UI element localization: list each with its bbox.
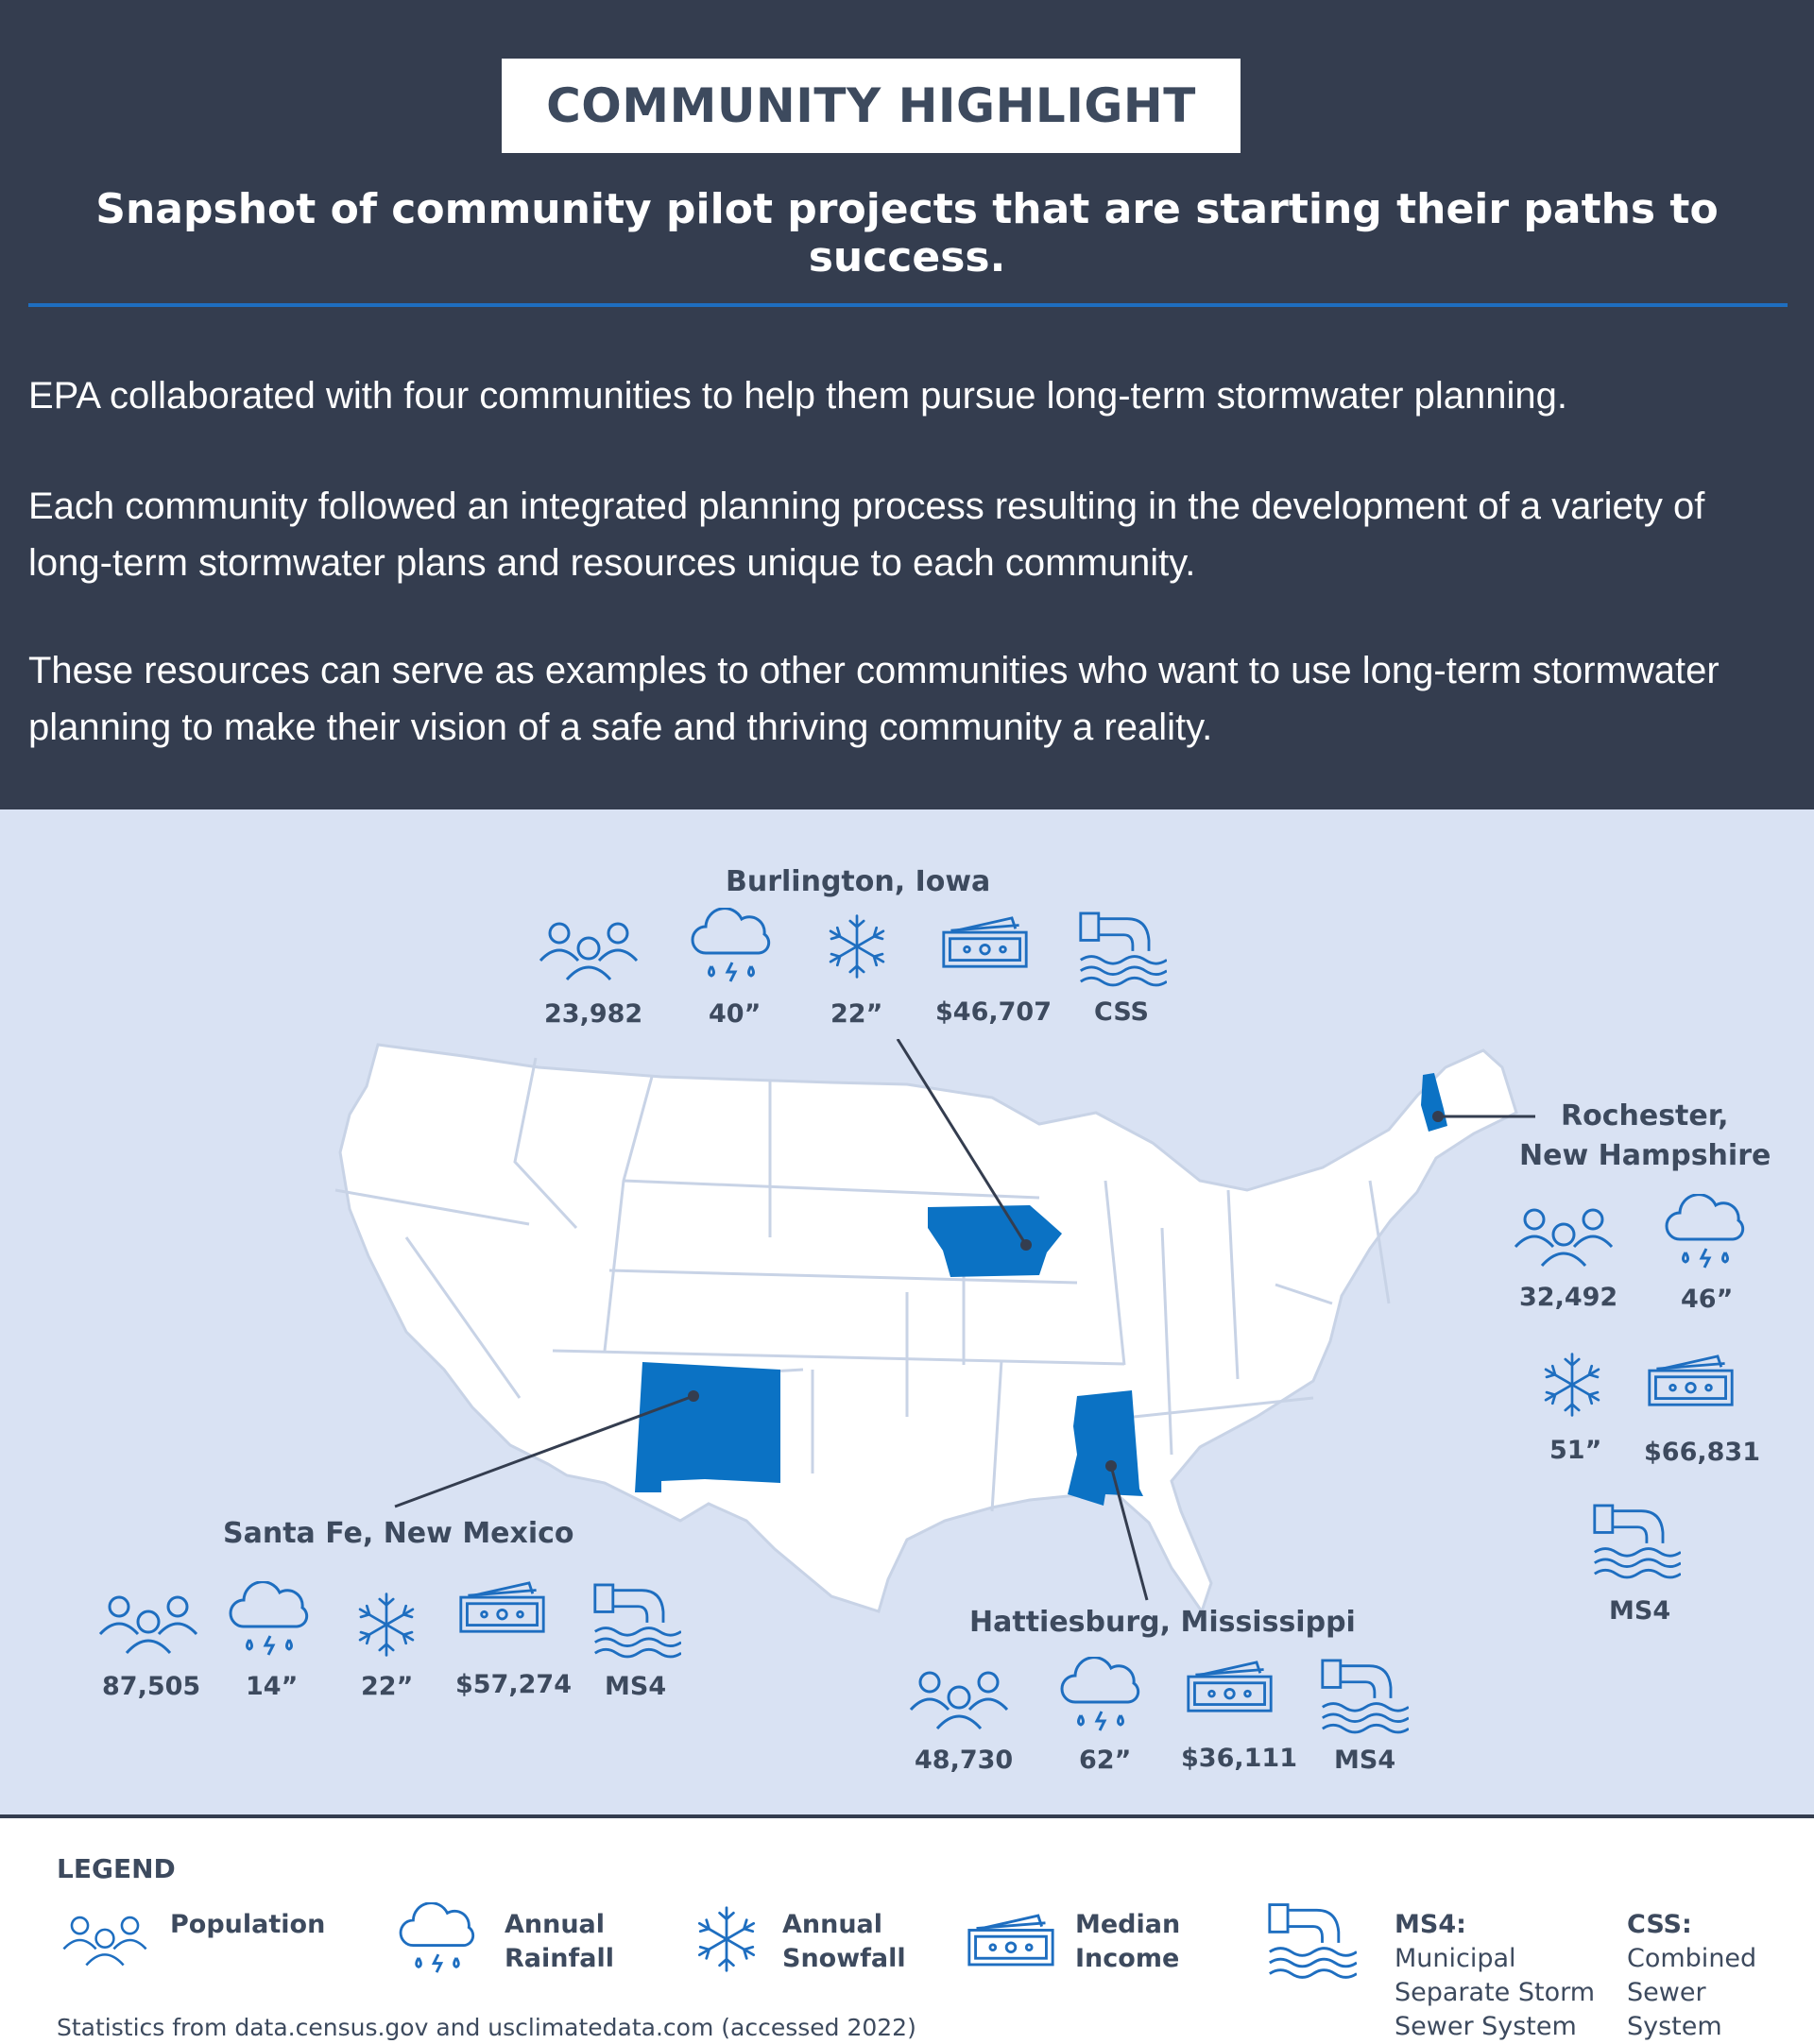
legend-ms4-line1: MS4:: [1395, 1910, 1466, 1939]
ms4-pipe-icon: [1591, 1502, 1681, 1579]
snowfall-icon: [352, 1591, 420, 1659]
city-rochester: Rochester,: [1561, 1099, 1729, 1133]
legend-income-line1: Median: [1075, 1910, 1181, 1939]
legend-title: LEGEND: [57, 1853, 176, 1884]
rochester-snowfall: 51”: [1549, 1436, 1602, 1465]
snowfall-icon: [823, 912, 891, 980]
city-burlington: Burlington, Iowa: [726, 865, 991, 898]
rainfall-icon: [1058, 1657, 1143, 1732]
callout-lines: [394, 1039, 1535, 1508]
rainfall-icon: [689, 908, 774, 983]
income-icon: [1185, 1661, 1275, 1714]
state-borders: [334, 1057, 1391, 1512]
income-icon: [966, 1914, 1056, 1968]
ms4-pipe-icon: [1266, 1900, 1357, 1980]
legend-income-line2: Income: [1075, 1944, 1180, 1973]
burlington-system: CSS: [1094, 997, 1149, 1027]
legend-population: Population: [170, 1910, 326, 1939]
population-icon: [907, 1666, 1011, 1732]
legend-css-line1: CSS:: [1627, 1910, 1692, 1939]
santa-fe-system: MS4: [605, 1672, 667, 1701]
city-dots: [688, 1111, 1444, 1472]
section-divider: [0, 1814, 1814, 1818]
callout-hattiesburg-line: [1109, 1465, 1149, 1601]
ms4-pipe-icon: [1077, 910, 1167, 987]
santa-fe-income: $57,274: [455, 1670, 572, 1699]
state-iowa: [928, 1205, 1062, 1277]
snowfall-icon: [692, 1904, 762, 1974]
hattiesburg-income: $36,111: [1181, 1744, 1297, 1773]
city-rochester-state: New Hampshire: [1519, 1139, 1771, 1172]
state-new-mexico: [635, 1362, 780, 1492]
rainfall-icon: [227, 1581, 312, 1657]
burlington-rainfall: 40”: [709, 999, 762, 1029]
legend-snowfall-line1: Annual: [782, 1910, 883, 1939]
legend-rainfall-line1: Annual: [505, 1910, 606, 1939]
legend-css-line3: Sewer: [1627, 1978, 1706, 2007]
snowfall-icon: [1538, 1351, 1606, 1419]
income-icon: [1646, 1354, 1736, 1408]
page-subtitle: Snapshot of community pilot projects tha…: [95, 185, 1719, 281]
legend-ms4-line2: Municipal: [1395, 1944, 1516, 1973]
population-icon: [60, 1912, 149, 1968]
income-icon: [457, 1581, 547, 1635]
source-note: Statistics from data.census.gov and uscl…: [57, 2014, 916, 2041]
title-divider: [28, 303, 1788, 307]
rainfall-icon: [1663, 1194, 1748, 1269]
ms4-pipe-icon: [1319, 1657, 1409, 1734]
rochester-income: $66,831: [1644, 1438, 1760, 1467]
hattiesburg-population: 48,730: [915, 1746, 1014, 1775]
legend-ms4-line4: Sewer System: [1395, 2012, 1577, 2041]
santa-fe-population: 87,505: [102, 1672, 201, 1701]
us-outline: [338, 1043, 1518, 1615]
burlington-snowfall: 22”: [830, 999, 883, 1029]
hattiesburg-rainfall: 62”: [1079, 1746, 1132, 1775]
rochester-system: MS4: [1609, 1596, 1671, 1626]
state-mississippi: [1068, 1390, 1143, 1506]
rochester-population: 32,492: [1519, 1283, 1618, 1312]
population-icon: [1512, 1203, 1616, 1269]
hattiesburg-system: MS4: [1334, 1746, 1396, 1775]
city-hattiesburg: Hattiesburg, Mississippi: [969, 1606, 1356, 1639]
population-icon: [537, 917, 641, 983]
legend-rainfall-line2: Rainfall: [505, 1944, 614, 1973]
rainfall-icon: [397, 1902, 478, 1974]
legend-snowfall-line2: Snowfall: [782, 1944, 906, 1973]
us-map: [334, 1039, 1535, 1615]
population-icon: [96, 1591, 200, 1657]
income-icon: [940, 916, 1030, 970]
santa-fe-snowfall: 22”: [361, 1672, 414, 1701]
ms4-pipe-icon: [591, 1581, 681, 1659]
burlington-population: 23,982: [544, 999, 643, 1029]
santa-fe-rainfall: 14”: [246, 1672, 299, 1701]
intro-paragraph-2: Each community followed an integrated pl…: [28, 485, 1705, 584]
legend-ms4-line3: Separate Storm: [1395, 1978, 1596, 2007]
city-santa-fe: Santa Fe, New Mexico: [223, 1517, 574, 1550]
legend-css-line4: System: [1627, 2012, 1722, 2041]
burlington-income: $46,707: [935, 997, 1052, 1027]
badge-text: COMMUNITY HIGHLIGHT: [546, 78, 1196, 133]
rochester-rainfall: 46”: [1681, 1285, 1734, 1314]
intro-paragraph-1: EPA collaborated with four communities t…: [28, 375, 1567, 417]
section-badge: COMMUNITY HIGHLIGHT: [502, 59, 1241, 153]
intro-paragraph-3: These resources can serve as examples to…: [28, 650, 1720, 748]
legend-css-line2: Combined: [1627, 1944, 1757, 1973]
